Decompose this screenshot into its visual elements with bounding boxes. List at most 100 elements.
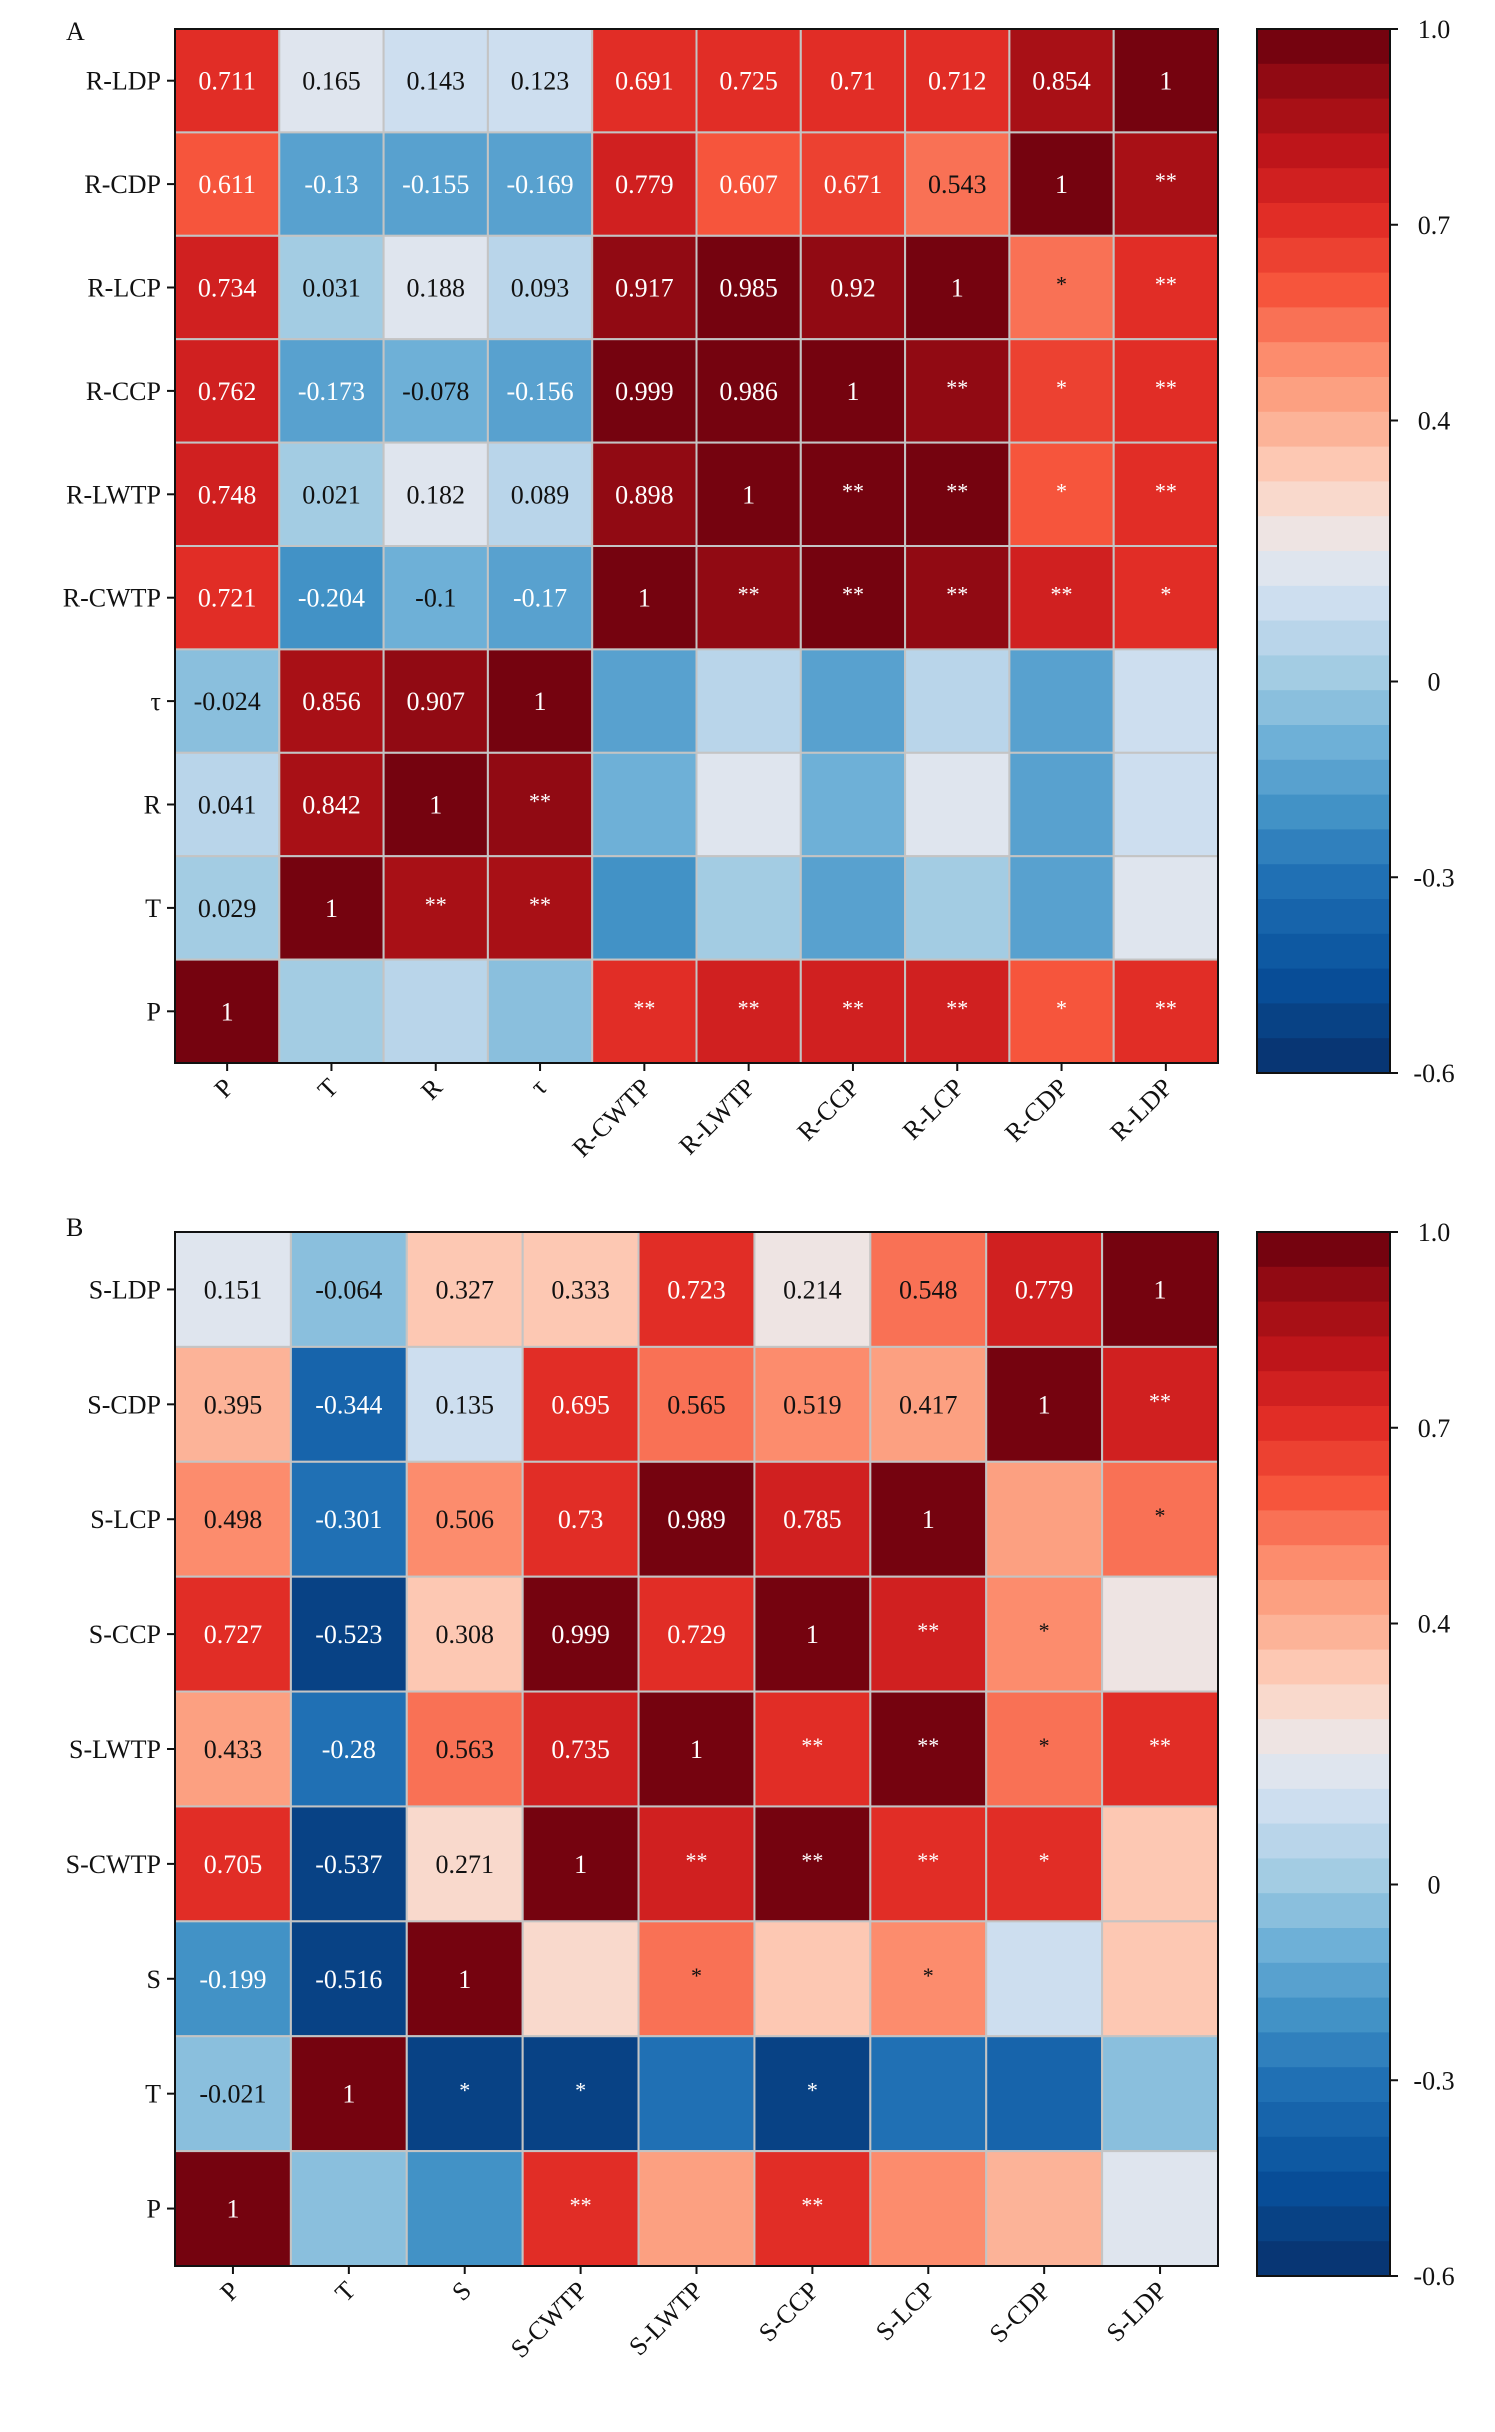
- heatmap-cell-a-r-ccp-r-ccp: [799, 338, 907, 444]
- cell-value-label: 0.271: [435, 1850, 494, 1879]
- cell-value-label: -0.204: [298, 584, 365, 613]
- colorbar-segment: [1257, 342, 1390, 378]
- cell-value-label: 0.182: [407, 480, 466, 509]
- colorbar-segment: [1257, 2206, 1390, 2242]
- heatmap-cell-a-r-cdp-r-ldp: [1112, 131, 1219, 237]
- cell-value-label: 0.498: [204, 1505, 263, 1534]
- cell-value-label: -0.28: [322, 1735, 376, 1764]
- colorbar-tick-label: 0: [1428, 668, 1441, 697]
- colorbar-segment: [1257, 2241, 1390, 2277]
- y-tick-label: P: [147, 997, 161, 1026]
- cell-value-label: 0.563: [435, 1735, 494, 1764]
- colorbar-segment: [1257, 864, 1390, 900]
- heatmap-cell-a-t-tau: [486, 855, 594, 961]
- heatmap-cell-b-p-s-lcp: [869, 2150, 988, 2267]
- heatmap-cell-a-r-lcp-p: [174, 234, 281, 341]
- heatmap-cell-a-p-r-ldp: [1112, 958, 1219, 1064]
- heatmap-cell-b-s-cdp-s-cwtp: [521, 1345, 640, 1463]
- heatmap-cell-b-s-lwtp-s-cdp: [985, 1690, 1104, 1808]
- cell-value-label: 0.898: [615, 480, 674, 509]
- cell-value-label: 1: [534, 687, 547, 716]
- colorbar-segment: [1257, 2032, 1390, 2068]
- y-tick-label: R-CDP: [84, 170, 161, 199]
- colorbar-segment: [1257, 1336, 1390, 1372]
- y-tick-label: R-LWTP: [66, 480, 161, 509]
- cell-value-label: 0.021: [302, 480, 361, 509]
- heatmap-cell-b-p-t: [289, 2150, 408, 2267]
- colorbar-segment: [1257, 133, 1390, 169]
- cell-value-label: **: [529, 892, 551, 917]
- cell-value-label: **: [1155, 995, 1177, 1020]
- cell-value-label: **: [1149, 1733, 1171, 1758]
- heatmap-cell-a-r-tau: [486, 751, 594, 858]
- colorbar-tick-label: -0.6: [1413, 2262, 1454, 2291]
- cell-value-label: 0.734: [198, 274, 257, 303]
- cell-value-label: **: [1155, 478, 1177, 503]
- x-tick-label: R-LDP: [1104, 1073, 1178, 1147]
- colorbar-segment: [1257, 1893, 1390, 1929]
- cell-value-label: 0.712: [928, 67, 987, 96]
- cell-value-label: 0.725: [719, 67, 778, 96]
- y-tick-label: S-LCP: [90, 1505, 161, 1534]
- cell-value-label: 1: [429, 791, 442, 820]
- x-tick-label: S-CWTP: [505, 2276, 593, 2364]
- colorbar-segment: [1257, 1371, 1390, 1407]
- heatmap-cell-b-s-s-ccp: [753, 1920, 872, 2038]
- cell-value-label: 0.854: [1032, 67, 1091, 96]
- heatmap-cell-a-t-r-ldp: [1112, 855, 1219, 961]
- cell-value-label: **: [738, 995, 760, 1020]
- heatmap-cell-a-r-r: [382, 751, 489, 858]
- cell-value-label: -0.1: [415, 584, 456, 613]
- heatmap-cell-a-tau-r-ldp: [1112, 648, 1219, 754]
- heatmap-cell-a-p-tau: [486, 958, 594, 1064]
- heatmap-cell-a-p-r-cwtp: [591, 958, 698, 1064]
- heatmap-cell-a-r-cwtp-p: [174, 545, 281, 651]
- heatmap-cell-a-r-lcp-r-ccp: [799, 234, 907, 341]
- colorbar-segment: [1257, 1301, 1390, 1337]
- heatmap-cell-b-s-cdp-t: [289, 1345, 408, 1463]
- heatmap-cell-b-s-ldp-s-lwtp: [637, 1231, 756, 1348]
- cell-value-label: 0.856: [302, 687, 361, 716]
- colorbar-segment: [1257, 2067, 1390, 2103]
- cell-value-label: 0.989: [667, 1505, 726, 1534]
- colorbar-segment: [1257, 237, 1390, 274]
- heatmap-cell-a-t-r-lwtp: [695, 855, 802, 961]
- cell-value-label: 1: [1038, 1390, 1051, 1419]
- colorbar-segment: [1257, 690, 1390, 726]
- heatmap-cell-b-t-s-ccp: [753, 2035, 872, 2153]
- heatmap-cell-a-p-r-lwtp: [695, 958, 802, 1064]
- heatmap-cell-b-s-ldp-t: [289, 1231, 408, 1348]
- heatmap-cell-a-r-cdp-r-lwtp: [695, 131, 802, 237]
- cell-value-label: *: [1155, 1503, 1166, 1528]
- heatmap-cell-a-r-cdp-r-ccp: [799, 131, 907, 237]
- cell-value-label: **: [633, 995, 655, 1020]
- cell-value-label: 0.607: [719, 170, 778, 199]
- heatmap-cell-a-tau-r-ccp: [799, 648, 907, 754]
- x-tick-label: T: [312, 1073, 344, 1105]
- colorbar-tick-label: 0.7: [1418, 211, 1451, 240]
- y-tick-label: S-CCP: [89, 1620, 161, 1649]
- cell-value-label: 0.151: [204, 1275, 263, 1304]
- cell-value-label: **: [570, 2193, 592, 2218]
- heatmap-cell-a-tau-r-cwtp: [591, 648, 698, 754]
- colorbar-segment: [1257, 1545, 1390, 1581]
- colorbar-segment: [1257, 63, 1390, 100]
- x-tick-label: S-CCP: [753, 2276, 825, 2348]
- cell-value-label: **: [917, 1618, 939, 1643]
- colorbar-segment: [1257, 29, 1390, 65]
- x-tick-label: T: [329, 2276, 361, 2308]
- cell-value-label: *: [1056, 272, 1067, 297]
- heatmap-cell-b-s-cwtp-s-cdp: [985, 1805, 1104, 1923]
- cell-value-label: 0.986: [719, 377, 778, 406]
- panel-label: B: [66, 1213, 83, 1242]
- heatmap-cell-a-tau-p: [174, 648, 281, 754]
- panel-label: A: [66, 17, 85, 46]
- colorbar-frame: [1256, 28, 1391, 1074]
- colorbar-segment: [1257, 620, 1390, 656]
- colorbar-segment: [1257, 1962, 1390, 1999]
- colorbar-tick-label: 1.0: [1418, 1218, 1451, 1247]
- heatmap-cell-b-p-s-lwtp: [637, 2150, 756, 2267]
- cell-value-label: *: [1039, 1848, 1050, 1873]
- cell-value-label: **: [946, 478, 968, 503]
- cell-value-label: **: [842, 582, 864, 607]
